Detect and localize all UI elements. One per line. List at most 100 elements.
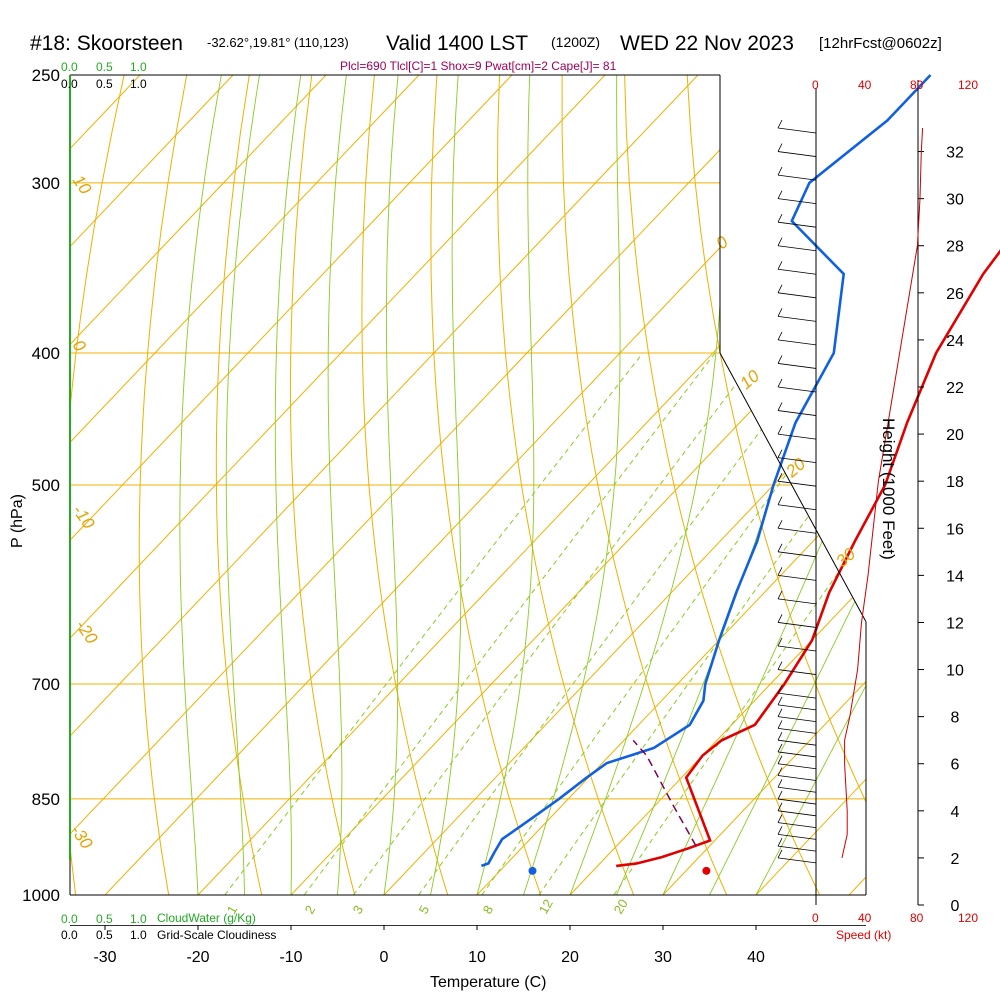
height-tick-20: 20 — [946, 427, 964, 444]
valid-time: Valid 1400 LST — [386, 32, 528, 55]
pressure-axis-label: P (hPa) — [9, 494, 26, 548]
mixing-ratio-8 — [481, 352, 866, 895]
moist-adiabat--20 — [179, 75, 222, 895]
wind-barb — [777, 551, 817, 558]
cw-top-tick-2: 1.0 — [130, 60, 147, 74]
wind-barb — [777, 798, 817, 805]
wind-barb — [777, 315, 817, 322]
wind-barb-flag — [777, 402, 783, 411]
cl-tick-0: 0.0 — [61, 928, 78, 942]
wind-barb — [777, 857, 817, 864]
wind-barb-flag — [777, 849, 783, 859]
wind-barb — [777, 174, 817, 181]
mixing-ratio-label: 20 — [611, 896, 631, 916]
wind-barb-flag — [777, 790, 783, 800]
parcel-line — [632, 739, 697, 847]
wind-barb-flag — [777, 284, 783, 293]
dry-adiabat-label: 0 — [712, 232, 732, 253]
moist-adiabat-20 — [569, 75, 725, 895]
height-tick-30: 30 — [946, 192, 964, 209]
wind-barb — [777, 669, 817, 675]
dry-adiabat-290 — [430, 75, 542, 895]
cw-top-tick-1: 0.5 — [96, 60, 113, 74]
dry-adiabat-280 — [361, 75, 449, 895]
wind-barb-flag — [777, 590, 783, 600]
station-location: -32.62°,19.81° (110,123) — [207, 35, 349, 50]
wind-barb-flag — [777, 684, 783, 694]
isotherm-50 — [848, 75, 866, 895]
utc-time: (1200Z) — [551, 34, 600, 50]
moist-adiabat--5 — [327, 75, 347, 895]
wind-barb-flag — [777, 237, 783, 246]
isotherm--100 — [70, 75, 234, 895]
wind-barb-flag — [777, 637, 783, 647]
mixing-ratio-12 — [538, 352, 866, 895]
wind-barb-flag — [777, 308, 783, 317]
dry-adiabat-320 — [624, 75, 821, 895]
wind-barb — [777, 622, 817, 628]
wind-barb-flag — [777, 708, 783, 717]
wind-barb — [777, 833, 817, 840]
wind-barb — [777, 598, 817, 605]
isotherm--40 — [70, 75, 792, 895]
wind-barb — [777, 292, 817, 299]
wind-barb — [777, 457, 817, 464]
wind-barb — [777, 763, 817, 770]
wind-barb-flag — [777, 449, 783, 458]
speed-bottom-tick-1: 40 — [858, 911, 872, 925]
cloudwater-label: CloudWater (g/Kg) — [157, 911, 256, 925]
wind-barb-flag — [777, 720, 783, 729]
wind-barb-flag — [777, 567, 783, 576]
isotherm--50 — [70, 75, 699, 895]
temp-tick-0: 0 — [380, 949, 389, 966]
wind-barb-flag — [777, 355, 783, 364]
temperature-line — [616, 249, 1000, 868]
wind-barb — [777, 786, 817, 793]
wind-barb — [777, 198, 817, 205]
wind-barb-flag — [777, 166, 783, 176]
isotherm--90 — [70, 75, 327, 895]
height-tick-18: 18 — [946, 474, 964, 491]
pressure-tick-1000: 1000 — [22, 886, 60, 905]
dry-adiabat-350 — [811, 75, 866, 895]
mixing-ratio-label: 12 — [536, 896, 556, 916]
dry-adiabat-270 — [289, 75, 356, 895]
speed-label: Speed (kt) — [836, 928, 891, 942]
height-tick-12: 12 — [946, 615, 964, 632]
series-layer — [480, 74, 1000, 875]
wind-barb — [777, 692, 817, 699]
moist-adiabat-35 — [709, 75, 866, 895]
isotherm--10 — [290, 75, 866, 895]
cw-tick-1: 0.5 — [96, 912, 113, 926]
station-title: #18: Skoorsteen — [30, 32, 183, 55]
wind-barb-flag — [777, 767, 783, 776]
wind-barb — [777, 268, 817, 275]
height-tick-6: 6 — [951, 757, 960, 774]
speed-bottom-tick-2: 80 — [910, 911, 924, 925]
height-tick-2: 2 — [951, 851, 960, 868]
stats-line: Plcl=690 Tlcl[C]=1 Shox=9 Pwat[cm]=2 Cap… — [340, 59, 617, 73]
mixing-ratio-2 — [303, 352, 716, 895]
height-tick-4: 4 — [951, 804, 960, 821]
dry-adiabat-310 — [561, 75, 728, 895]
temp-tick--10: -10 — [279, 949, 302, 966]
wind-barb-flag — [777, 696, 783, 706]
pressure-tick-400: 400 — [32, 344, 60, 363]
speed-top-tick-0: 0 — [812, 78, 819, 92]
wind-barb-flag — [777, 190, 783, 199]
mixing-ratio-label: 3 — [350, 903, 367, 917]
pressure-tick-700: 700 — [32, 675, 60, 694]
dewpoint-line — [480, 74, 932, 868]
wind-barb-flag — [777, 814, 783, 823]
cl-top-tick-0: 0.0 — [61, 77, 78, 91]
dry-adiabat-label: 20 — [782, 454, 810, 482]
wind-barb-flag — [777, 543, 783, 552]
bottom-axis-line — [70, 925, 866, 926]
dry-adiabat-330 — [686, 75, 866, 895]
moist-adiabat-0 — [383, 75, 399, 895]
isotherm--80 — [70, 75, 420, 895]
pressure-tick-850: 850 — [32, 790, 60, 809]
temp-tick--30: -30 — [93, 949, 116, 966]
surface-temperature-dot — [702, 866, 711, 875]
